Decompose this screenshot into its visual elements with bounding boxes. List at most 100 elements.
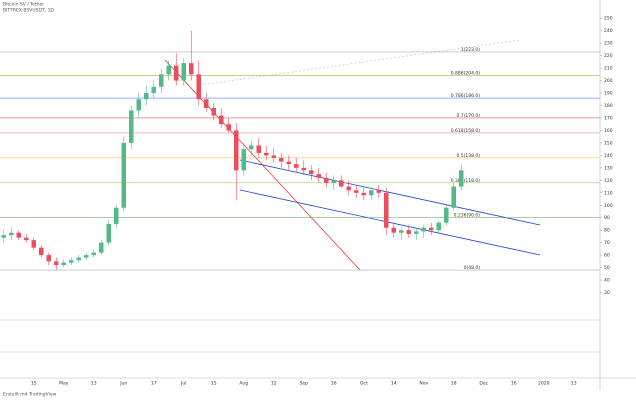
- candle-body: [391, 227, 396, 233]
- y-tick-label: 100: [604, 203, 613, 209]
- candle-body: [331, 180, 336, 183]
- candle-body: [211, 108, 216, 116]
- y-tick-label: 200: [604, 78, 613, 84]
- level-label: 0.236(90.0): [454, 213, 481, 219]
- candle-body: [399, 230, 404, 233]
- x-tick-label: 16: [331, 381, 337, 387]
- y-tick-label: 40: [604, 278, 610, 284]
- candle-body: [204, 99, 209, 109]
- chart-subtitle: Bitcoin SV / Tether: [3, 2, 44, 8]
- level-label: 0.786(186.0): [451, 93, 481, 99]
- candle-body: [114, 207, 119, 224]
- level-label: 0.886(204.0): [451, 71, 481, 77]
- chart-title: BITTREX:BSVUSDT, 1D: [3, 8, 54, 14]
- y-tick-label: 70: [604, 240, 610, 246]
- x-tick-label: Sep: [300, 381, 309, 387]
- x-tick-label: Nov: [419, 381, 428, 387]
- candle-body: [61, 262, 66, 266]
- y-tick-label: 80: [604, 228, 610, 234]
- candle-body: [46, 255, 51, 262]
- y-tick-label: 170: [604, 115, 613, 121]
- candle-body: [316, 174, 321, 178]
- candle-body: [339, 180, 344, 187]
- candle-body: [159, 74, 164, 87]
- candle-body: [309, 170, 314, 175]
- level-label: 1(223.0): [461, 47, 481, 53]
- x-tick-label: Oct: [360, 381, 368, 387]
- candle-body: [414, 231, 419, 234]
- candle-body: [69, 260, 74, 263]
- candle-body: [376, 190, 381, 193]
- candle-body: [196, 74, 201, 100]
- level-label: 0(48.0): [464, 265, 481, 271]
- level-label: 0.7(170.0): [456, 113, 480, 119]
- candle-body: [54, 261, 59, 266]
- candle-body: [324, 177, 329, 183]
- y-tick-label: 250: [604, 16, 613, 22]
- y-tick-label: 230: [604, 41, 613, 47]
- y-tick-label: 150: [604, 140, 613, 146]
- candle-body: [384, 192, 389, 228]
- y-tick-label: 110: [604, 190, 613, 196]
- candle-body: [144, 93, 149, 100]
- y-tick-label: 160: [604, 128, 613, 134]
- candle-body: [16, 232, 21, 238]
- candle-body: [361, 192, 366, 196]
- candle-body: [76, 257, 81, 261]
- y-tick-label: 130: [604, 165, 613, 171]
- candle-body: [121, 142, 126, 208]
- candle-body: [1, 235, 6, 238]
- y-tick-label: 60: [604, 253, 610, 259]
- x-tick-label: May: [59, 381, 69, 387]
- channel-line: [239, 159, 541, 226]
- x-tick-label: 18: [451, 381, 457, 387]
- x-tick-label: Dec: [479, 381, 488, 387]
- y-tick-label: 240: [604, 28, 613, 34]
- candle-body: [99, 242, 104, 253]
- candle-body: [429, 227, 434, 231]
- y-tick-label: 220: [604, 53, 613, 59]
- trend-line: [199, 39, 521, 86]
- candle-body: [129, 110, 134, 143]
- candle-body: [369, 190, 374, 196]
- candle-body: [136, 99, 141, 111]
- candle-body: [346, 186, 351, 191]
- candle-body: [286, 161, 291, 165]
- candle-body: [451, 186, 456, 208]
- x-tick-label: 15: [211, 381, 217, 387]
- x-tick-label: 13: [571, 381, 577, 387]
- level-label: 0.618(158.0): [451, 128, 481, 134]
- candle-body: [39, 247, 44, 256]
- y-tick-label: 140: [604, 153, 613, 159]
- x-tick-label: 14: [391, 381, 397, 387]
- candle-body: [9, 232, 14, 236]
- channel-line: [239, 189, 541, 256]
- candle-body: [444, 207, 449, 223]
- y-tick-label: 180: [604, 103, 613, 109]
- candle-body: [31, 240, 36, 248]
- candle-body: [166, 65, 171, 75]
- x-tick-label: Jul: [180, 381, 186, 387]
- y-tick-label: 120: [604, 178, 613, 184]
- x-tick-label: Aug: [239, 381, 248, 387]
- candle-body: [271, 155, 276, 158]
- candle-body: [226, 124, 231, 131]
- candle-body: [436, 222, 441, 231]
- candle-body: [279, 157, 284, 162]
- candle-body: [249, 145, 254, 150]
- candle-body: [24, 237, 29, 241]
- x-tick-label: 16: [511, 381, 517, 387]
- x-tick-label: 12: [271, 381, 277, 387]
- candle-body: [406, 230, 411, 234]
- candle-body: [151, 86, 156, 94]
- candle-body: [106, 223, 111, 243]
- candle-body: [264, 152, 269, 156]
- y-tick-label: 210: [604, 66, 613, 72]
- candle-body: [294, 164, 299, 168]
- x-tick-label: 2020: [538, 381, 550, 387]
- y-tick-label: 30: [604, 290, 610, 296]
- candle-body: [174, 65, 179, 81]
- x-tick-label: 15: [31, 381, 37, 387]
